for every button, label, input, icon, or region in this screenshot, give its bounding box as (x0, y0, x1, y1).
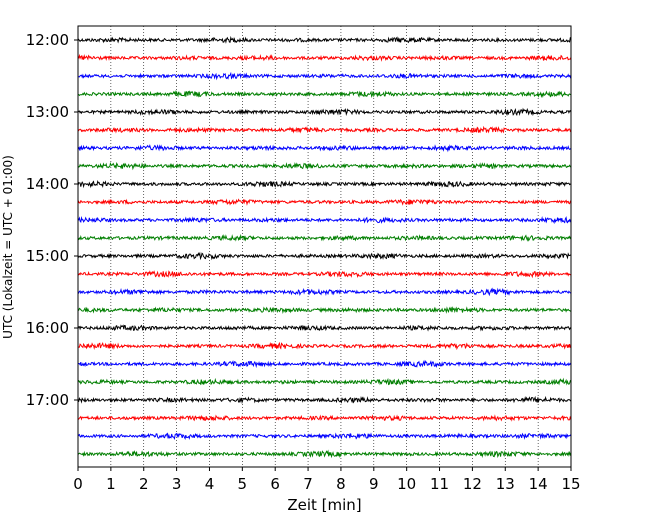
y-tick-label: 14:00 (26, 175, 69, 193)
trace-1415 (77, 198, 572, 206)
y-tick-label: 15:00 (26, 247, 69, 265)
trace-1630 (77, 359, 572, 369)
trace-1245 (77, 90, 572, 99)
x-tick-label: 4 (205, 475, 215, 493)
x-tick-label: 0 (73, 475, 83, 493)
y-tick-label: 13:00 (26, 103, 69, 121)
trace-1400 (77, 180, 572, 189)
x-tick-label: 12 (463, 475, 482, 493)
trace-layer (77, 35, 572, 459)
x-tick-label: 3 (172, 475, 182, 493)
tick-layer: 0 1 2 3 4 5 6 7 8 9 10 11 12 13 14 1512:0013:0014:0015:… (26, 31, 581, 493)
trace-1315 (77, 125, 572, 134)
trace-1330 (77, 144, 572, 153)
x-tick-label: 1 (106, 475, 116, 493)
x-tick-label: 11 (430, 475, 449, 493)
x-tick-label: 14 (529, 475, 548, 493)
x-tick-label: 2 (139, 475, 149, 493)
x-tick-label: 15 (561, 475, 580, 493)
trace-1645 (77, 377, 572, 386)
x-tick-label: 5 (238, 475, 248, 493)
trace-1300 (77, 107, 572, 117)
trace-1430 (77, 215, 572, 225)
trace-1215 (77, 53, 572, 62)
trace-1515 (77, 270, 572, 279)
y-tick-label: 16:00 (26, 319, 69, 337)
trace-1530 (77, 287, 572, 297)
x-tick-label: 6 (270, 475, 280, 493)
y-tick-label: 12:00 (26, 31, 69, 49)
trace-1600 (77, 324, 572, 332)
trace-1200 (77, 35, 572, 44)
trace-1445 (77, 233, 572, 242)
trace-1500 (77, 251, 572, 261)
x-tick-label: 8 (336, 475, 346, 493)
trace-1545 (78, 306, 572, 314)
y-axis-label: UTC (Lokalzeit = UTC + 01:00) (1, 155, 15, 339)
trace-1615 (77, 341, 572, 351)
plot-frame (77, 25, 572, 468)
trace-1715 (77, 414, 572, 422)
x-tick-label: 13 (496, 475, 515, 493)
x-tick-label: 10 (397, 475, 416, 493)
trace-1745 (77, 449, 572, 459)
trace-1345 (77, 161, 571, 171)
trace-1700 (77, 395, 572, 405)
x-axis-label: Zeit [min] (287, 496, 361, 514)
x-tick-label: 7 (303, 475, 313, 493)
trace-1730 (77, 432, 572, 441)
trace-1230 (77, 71, 572, 81)
x-tick-label: 9 (369, 475, 379, 493)
y-tick-label: 17:00 (26, 391, 69, 409)
